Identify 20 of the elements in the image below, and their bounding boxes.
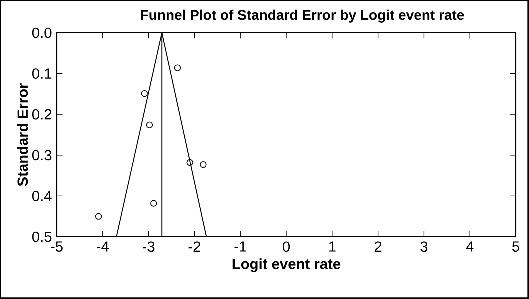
x-tick-label: -3 <box>142 242 155 252</box>
x-tick-label: -1 <box>234 242 246 252</box>
x-tick-label: 4 <box>466 242 474 252</box>
x-tick-label: -5 <box>51 242 63 252</box>
y-tick-label: 0.4 <box>32 191 52 202</box>
x-axis-title: Logit event rate <box>232 258 341 272</box>
y-axis-title: Standard Error <box>17 83 28 186</box>
y-tick-label: 0.3 <box>32 150 52 161</box>
x-tick-label: 3 <box>420 242 428 252</box>
x-tick-label: 0 <box>282 242 290 252</box>
y-tick-label: 0.2 <box>32 109 52 120</box>
y-tick-label: 0.5 <box>32 232 52 242</box>
x-tick-label: -2 <box>188 242 200 252</box>
x-tick-label: 5 <box>512 242 520 252</box>
x-tick-label: 1 <box>329 242 336 252</box>
y-tick-label: 0.0 <box>32 28 52 38</box>
chart-title: Funnel Plot of Standard Error by Logit event rate <box>141 10 464 23</box>
y-tick-label: 0.1 <box>32 68 52 79</box>
x-tick-label: -4 <box>97 242 109 252</box>
x-tick-label: 2 <box>374 242 382 252</box>
